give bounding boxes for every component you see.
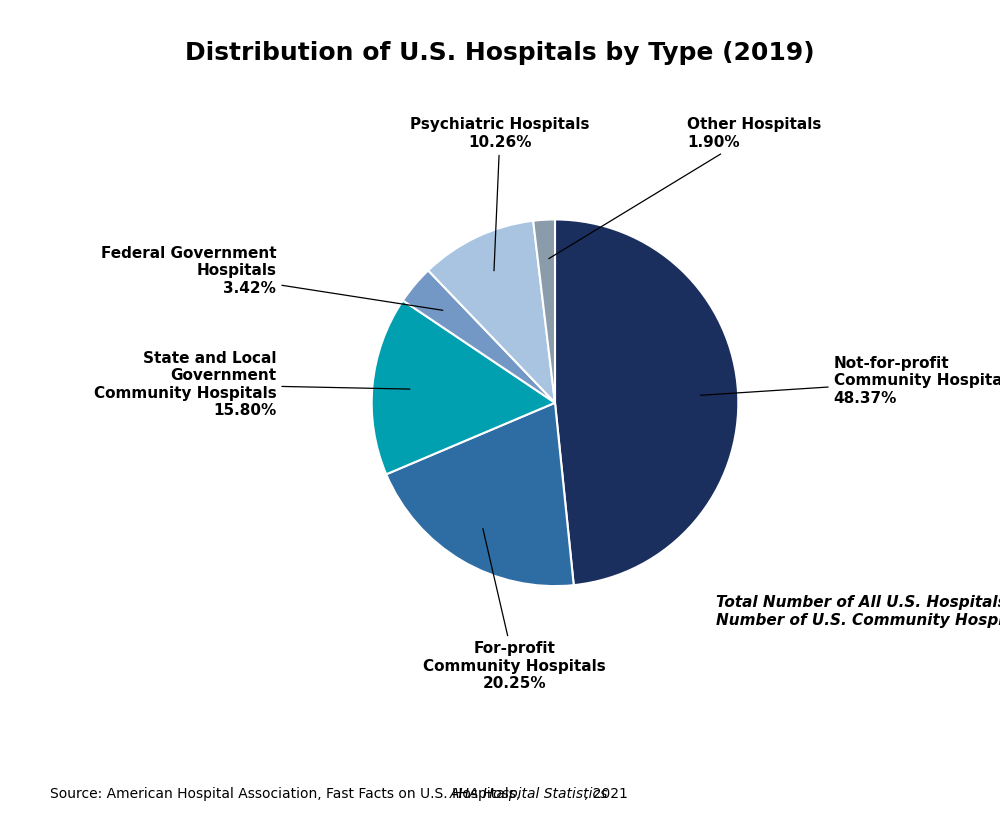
Text: Distribution of U.S. Hospitals by Type (2019): Distribution of U.S. Hospitals by Type (… bbox=[185, 41, 815, 65]
Wedge shape bbox=[372, 301, 555, 474]
Text: Other Hospitals
1.90%: Other Hospitals 1.90% bbox=[549, 118, 821, 259]
Text: Federal Government
Hospitals
3.42%: Federal Government Hospitals 3.42% bbox=[101, 246, 443, 310]
Text: Total Number of All U.S. Hospitals: 6,090
Number of U.S. Community Hospitals: 5,: Total Number of All U.S. Hospitals: 6,09… bbox=[716, 595, 1000, 628]
Text: Not-for-profit
Community Hospitals
48.37%: Not-for-profit Community Hospitals 48.37… bbox=[701, 356, 1000, 406]
Text: Psychiatric Hospitals
10.26%: Psychiatric Hospitals 10.26% bbox=[410, 118, 590, 270]
Wedge shape bbox=[403, 270, 555, 403]
Wedge shape bbox=[555, 219, 738, 585]
Wedge shape bbox=[386, 403, 574, 586]
Text: For-profit
Community Hospitals
20.25%: For-profit Community Hospitals 20.25% bbox=[423, 529, 606, 691]
Text: Source: American Hospital Association, Fast Facts on U.S. Hospitals,: Source: American Hospital Association, F… bbox=[50, 787, 525, 801]
Text: State and Local
Government
Community Hospitals
15.80%: State and Local Government Community Hos… bbox=[94, 351, 410, 418]
Text: AHA Hospital Statistics: AHA Hospital Statistics bbox=[450, 787, 609, 801]
Text: , 2021: , 2021 bbox=[584, 787, 627, 801]
Wedge shape bbox=[533, 219, 555, 403]
Wedge shape bbox=[428, 221, 555, 403]
